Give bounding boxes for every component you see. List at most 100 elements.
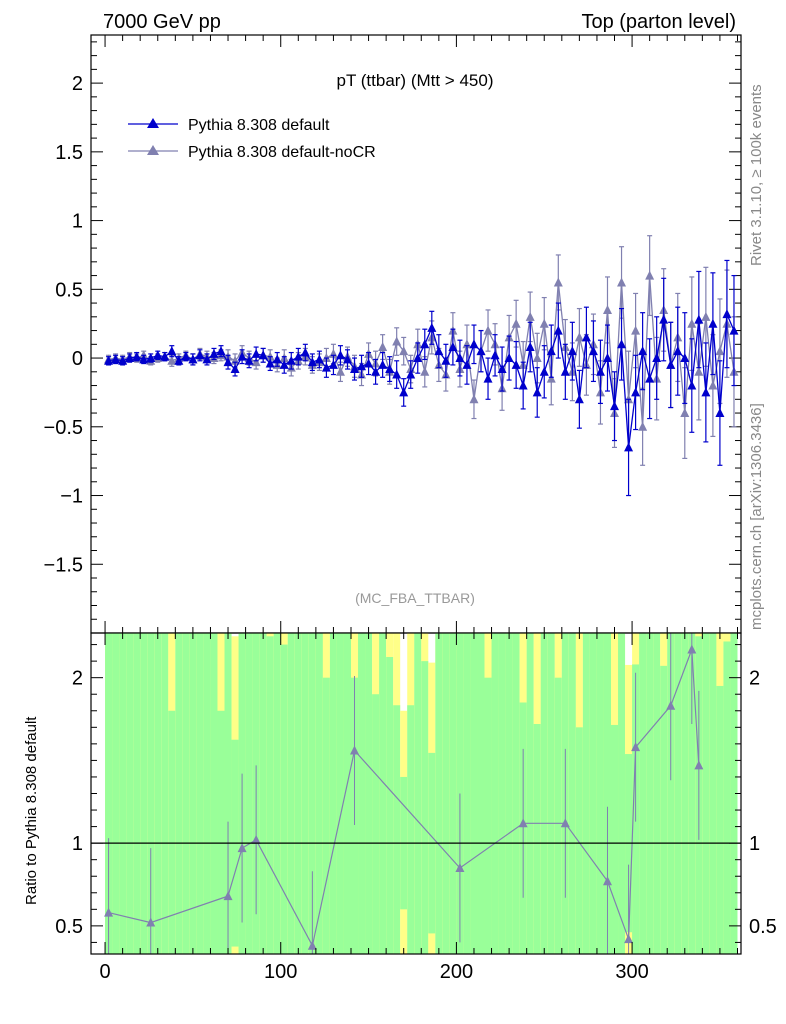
data-point: [392, 369, 402, 379]
main-y-tick-label: −1: [60, 486, 83, 508]
ratio-y-tick-label: 2: [72, 668, 83, 690]
ratio-band-inner: [245, 633, 253, 954]
data-point: [631, 387, 641, 397]
ratio-band-inner: [189, 633, 197, 954]
ratio-band-inner: [575, 727, 583, 954]
ratio-band-inner: [653, 633, 661, 954]
ratio-y-tick-labels-left: 210.5: [55, 668, 83, 938]
legend-item-nocr: Pythia 8.308 default-noCR: [128, 144, 376, 161]
ratio-band-inner: [393, 705, 401, 954]
data-point: [652, 353, 662, 363]
ratio-band-inner: [568, 633, 576, 954]
main-y-tick-labels: 2 1.5 1 0.5 0 −0.5 −1 −1.5: [44, 73, 83, 576]
x-tick-label: 0: [99, 961, 110, 983]
ratio-band-inner: [266, 636, 274, 954]
x-tick-labels: 0 100 200 300: [99, 961, 648, 983]
legend-label-nocr: Pythia 8.308 default-noCR: [188, 144, 376, 161]
ratio-band-inner: [639, 633, 647, 954]
data-point: [251, 348, 261, 358]
data-point: [553, 277, 563, 287]
analysis-label: (MC_FBA_TTBAR): [355, 590, 475, 606]
data-point: [729, 325, 739, 335]
ratio-band-inner: [414, 633, 422, 954]
ratio-band-inner: [154, 633, 162, 954]
data-point: [588, 346, 598, 356]
data-point: [532, 387, 542, 397]
data-point: [378, 359, 388, 369]
ratio-band-inner: [336, 633, 344, 954]
ratio-data-point: [455, 862, 465, 872]
data-point: [181, 351, 191, 361]
ratio-band-inner: [491, 633, 499, 954]
ratio-band-inner: [442, 633, 450, 954]
ratio-series-line: [108, 649, 700, 948]
data-point: [385, 364, 395, 374]
data-point: [708, 318, 718, 328]
data-point: [708, 380, 718, 390]
data-point: [680, 353, 690, 363]
data-point: [525, 311, 535, 321]
ratio-band-inner: [294, 633, 302, 954]
legend: Pythia 8.308 default Pythia 8.308 defaul…: [128, 117, 376, 161]
ratio-data-point: [631, 742, 641, 752]
data-point: [258, 350, 268, 360]
ratio-band-inner: [112, 633, 120, 954]
collision-label: 7000 GeV pp: [103, 11, 221, 33]
ratio-band-inner: [709, 633, 717, 954]
data-point: [546, 346, 556, 356]
data-point: [617, 277, 627, 287]
ratio-y-axis-label: Ratio to Pythia 8.308 default: [23, 716, 40, 905]
data-point: [364, 358, 374, 368]
mcplots-label: mcplots.cern.ch [arXiv:1306.3436]: [748, 403, 765, 630]
data-point: [441, 355, 451, 365]
ratio-band-inner: [105, 633, 113, 954]
x-tick-label: 200: [440, 961, 473, 983]
data-point: [624, 442, 634, 452]
x-tick-label: 100: [264, 961, 297, 983]
ratio-band-inner: [463, 633, 471, 954]
ratio-band-inner: [140, 633, 148, 954]
data-point: [567, 346, 577, 356]
ratio-data-point: [146, 917, 156, 927]
main-y-tick-label: −0.5: [44, 417, 83, 439]
data-point: [701, 311, 711, 321]
ratio-band-inner: [526, 633, 534, 954]
data-point: [300, 347, 310, 357]
data-point: [118, 355, 128, 365]
ratio-band-inner: [182, 633, 190, 954]
ratio-band-inner: [435, 633, 443, 954]
ratio-band-inner: [618, 633, 626, 954]
ratio-band-inner: [589, 633, 597, 954]
data-point: [279, 359, 289, 369]
ratio-band-inner: [540, 633, 548, 954]
data-point: [610, 401, 620, 411]
ratio-band-inner: [210, 633, 218, 954]
ratio-band-inner: [702, 633, 710, 954]
data-point: [525, 342, 535, 352]
ratio-band-inner: [168, 710, 176, 954]
ratio-band-inner: [224, 633, 232, 954]
ratio-y-tick-label-right: 0.5: [749, 916, 777, 938]
data-point: [357, 361, 367, 371]
data-point: [539, 318, 549, 328]
data-point: [378, 342, 388, 352]
legend-marker-default: [147, 118, 159, 128]
data-point: [645, 270, 655, 280]
data-point: [483, 325, 493, 335]
ratio-band-inner: [329, 633, 337, 954]
ratio-band-inner: [379, 633, 387, 954]
data-point: [722, 309, 732, 319]
main-panel: 2 1.5 1 0.5 0 −0.5 −1 −1.5 pT (ttbar) (Mtt > 45…: [44, 34, 742, 634]
ratio-frame: [90, 632, 742, 955]
ratio-data-point: [666, 700, 676, 710]
data-point: [413, 353, 423, 363]
data-point: [490, 350, 500, 360]
data-point: [539, 366, 549, 376]
data-point: [532, 353, 542, 363]
main-y-tick-label: 0.5: [55, 279, 83, 301]
ratio-band-inner: [147, 633, 155, 954]
ratio-panel: 210.5 210.5 0 100 200 300 Ratio to Pythia 8…: [23, 632, 777, 983]
data-point: [167, 346, 177, 356]
ratio-band-inner: [133, 633, 141, 954]
